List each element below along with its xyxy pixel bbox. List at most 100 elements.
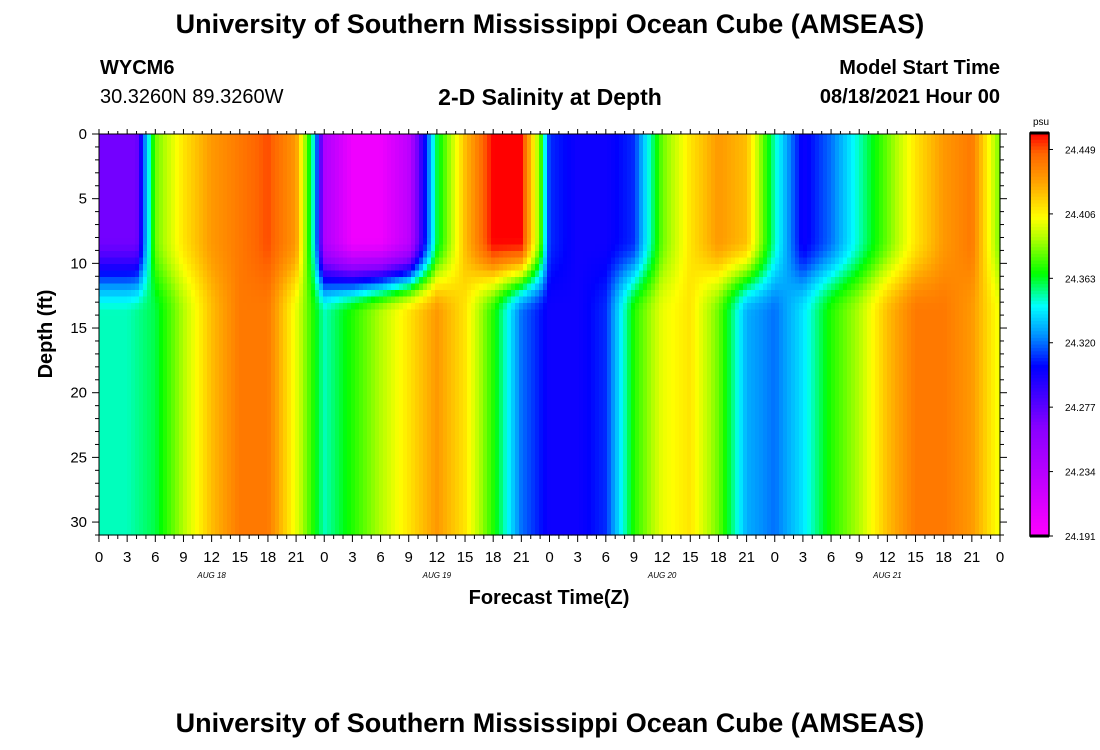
heatmap-cell	[375, 335, 380, 343]
heatmap-cell	[263, 465, 268, 473]
heatmap-cell	[119, 413, 124, 421]
heatmap-cell	[127, 212, 132, 220]
heatmap-cell	[235, 361, 240, 369]
heatmap-cell	[219, 413, 224, 421]
heatmap-cell	[367, 491, 372, 499]
heatmap-cell	[231, 517, 236, 525]
heatmap-cell	[359, 218, 364, 226]
heatmap-cell	[207, 342, 212, 350]
heatmap-cell	[379, 205, 384, 213]
heatmap-cell	[383, 426, 388, 434]
heatmap-cell	[375, 387, 380, 395]
heatmap-cell	[347, 511, 352, 519]
heatmap-cell	[155, 491, 160, 499]
heatmap-cell	[351, 485, 356, 493]
heatmap-cell	[127, 413, 132, 421]
heatmap-cell	[367, 511, 372, 519]
heatmap-cell	[247, 212, 252, 220]
heatmap-cell	[307, 439, 312, 447]
heatmap-cell	[327, 316, 332, 324]
heatmap-cell	[303, 459, 308, 467]
heatmap-cell	[343, 472, 348, 480]
heatmap-cell	[199, 309, 204, 317]
heatmap-cell	[391, 400, 396, 408]
heatmap-cell	[375, 342, 380, 350]
heatmap-cell	[379, 257, 384, 265]
heatmap-cell	[103, 251, 108, 259]
heatmap-cell	[103, 212, 108, 220]
heatmap-cell	[223, 374, 228, 382]
heatmap-cell	[263, 212, 268, 220]
heatmap-cell	[135, 296, 140, 304]
heatmap-cell	[347, 303, 352, 311]
heatmap-cell	[119, 270, 124, 278]
heatmap-cell	[175, 400, 180, 408]
heatmap-cell	[331, 296, 336, 304]
heatmap-cell	[127, 160, 132, 168]
heatmap-cell	[151, 153, 156, 161]
heatmap-cell	[187, 199, 192, 207]
heatmap-cell	[175, 303, 180, 311]
heatmap-cell	[199, 218, 204, 226]
heatmap-cell	[163, 374, 168, 382]
heatmap-cell	[175, 517, 180, 525]
heatmap-cell	[399, 316, 404, 324]
heatmap-cell	[171, 355, 176, 363]
heatmap-cell	[315, 160, 320, 168]
heatmap-cell	[239, 329, 244, 337]
heatmap-cell	[107, 413, 112, 421]
heatmap-cell	[387, 140, 392, 148]
heatmap-cell	[195, 238, 200, 246]
heatmap-cell	[183, 251, 188, 259]
heatmap-cell	[211, 517, 216, 525]
heatmap-cell	[323, 212, 328, 220]
heatmap-cell	[135, 303, 140, 311]
heatmap-cell	[175, 270, 180, 278]
heatmap-cell	[327, 335, 332, 343]
heatmap-cell	[311, 147, 316, 155]
heatmap-cell	[375, 472, 380, 480]
heatmap-cell	[411, 426, 416, 434]
heatmap-cell	[131, 491, 136, 499]
heatmap-cell	[175, 511, 180, 519]
heatmap-cell	[143, 459, 148, 467]
heatmap-cell	[103, 446, 108, 454]
heatmap-cell	[147, 173, 152, 181]
heatmap-cell	[151, 504, 156, 512]
heatmap-cell	[287, 478, 292, 486]
heatmap-cell	[111, 296, 116, 304]
heatmap-cell	[215, 524, 220, 532]
heatmap-cell	[231, 355, 236, 363]
heatmap-cell	[283, 173, 288, 181]
heatmap-cell	[251, 147, 256, 155]
heatmap-cell	[235, 348, 240, 356]
heatmap-cell	[311, 134, 316, 142]
heatmap-cell	[347, 452, 352, 460]
heatmap-cell	[243, 270, 248, 278]
heatmap-cell	[123, 407, 128, 415]
heatmap-cell	[199, 485, 204, 493]
heatmap-cell	[375, 485, 380, 493]
heatmap-cell	[159, 199, 164, 207]
heatmap-cell	[227, 192, 232, 200]
heatmap-cell	[371, 407, 376, 415]
heatmap-cell	[247, 368, 252, 376]
heatmap-cell	[155, 166, 160, 174]
heatmap-cell	[303, 355, 308, 363]
heatmap-cell	[291, 283, 296, 291]
heatmap-cell	[303, 283, 308, 291]
heatmap-cell	[255, 361, 260, 369]
heatmap-cell	[327, 478, 332, 486]
heatmap-cell	[163, 394, 168, 402]
heatmap-cell	[163, 244, 168, 252]
heatmap-cell	[99, 400, 104, 408]
heatmap-cell	[279, 238, 284, 246]
heatmap-cell	[287, 439, 292, 447]
heatmap-cell	[415, 446, 420, 454]
heatmap-cell	[211, 381, 216, 389]
heatmap-cell	[255, 231, 260, 239]
heatmap-cell	[367, 296, 372, 304]
heatmap-cell	[331, 140, 336, 148]
heatmap-cell	[411, 524, 416, 532]
heatmap-cell	[207, 296, 212, 304]
